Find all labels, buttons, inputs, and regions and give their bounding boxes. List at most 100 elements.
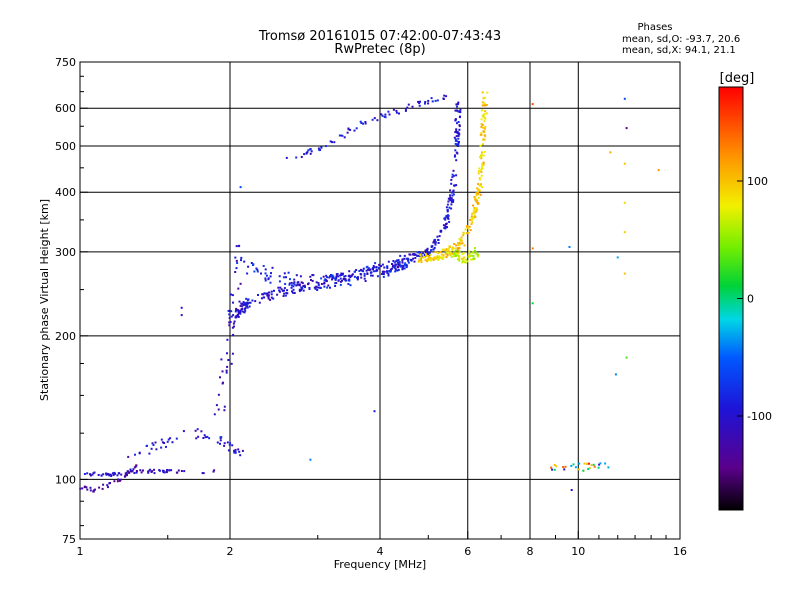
echo-point (479, 144, 482, 147)
echo-point (451, 191, 454, 194)
echo-point (293, 283, 296, 286)
echo-point (406, 264, 409, 267)
echo-point (434, 256, 437, 259)
echo-point (291, 284, 293, 287)
colorbar-ticks: 100 0 -100 (737, 175, 772, 423)
echo-point (483, 127, 486, 130)
echo-point (484, 117, 487, 120)
x-tick-label: 4 (377, 545, 384, 558)
echo-point (177, 469, 180, 472)
echo-point (276, 293, 279, 296)
echo-point (482, 126, 485, 129)
echo-point (484, 110, 487, 113)
echo-point (458, 257, 461, 260)
echo-point (298, 283, 301, 286)
echo-point (453, 136, 456, 139)
echo-point (253, 270, 256, 273)
echo-point (481, 101, 484, 104)
echo-point (347, 127, 350, 130)
echo-point (625, 127, 628, 130)
echo-point (246, 272, 249, 275)
echo-point (124, 475, 127, 478)
echo-point (329, 140, 332, 143)
echo-point (457, 242, 459, 245)
echo-point (320, 277, 323, 280)
echo-point (444, 216, 447, 219)
echo-point (292, 291, 294, 294)
echo-point (348, 270, 351, 273)
echo-point (240, 259, 242, 262)
echo-point (127, 455, 130, 458)
echo-point (360, 276, 363, 279)
echo-point (453, 184, 456, 187)
echo-point (609, 151, 612, 154)
echo-point (320, 283, 323, 285)
echo-point (472, 209, 475, 212)
echo-point (331, 141, 333, 144)
echo-point (338, 134, 341, 137)
echo-point (83, 473, 86, 475)
echo-point (337, 275, 340, 278)
echo-point (367, 268, 369, 271)
echo-point (587, 462, 590, 465)
echo-point (426, 260, 429, 263)
echo-point (455, 109, 458, 112)
echo-point (204, 436, 207, 439)
echo-point (428, 251, 431, 254)
echo-point (242, 304, 245, 306)
echo-point (482, 143, 484, 146)
echo-point (623, 162, 626, 165)
echo-point (234, 256, 237, 259)
echo-point (471, 212, 474, 215)
echo-point (235, 267, 238, 270)
echo-point (470, 222, 473, 225)
echo-point (231, 294, 234, 297)
echo-point (388, 270, 391, 272)
echo-point (241, 310, 244, 313)
echo-point (135, 471, 138, 474)
echo-point (411, 105, 414, 108)
echo-point (361, 269, 364, 272)
echo-point (221, 370, 224, 373)
echo-point (404, 108, 407, 111)
echo-point (405, 266, 408, 269)
echo-point (424, 102, 426, 105)
echo-point (138, 451, 141, 454)
x-axis-label: Frequency [MHz] (334, 558, 426, 571)
echo-point (200, 430, 203, 433)
echo-point (455, 159, 458, 162)
echo-point (383, 266, 386, 269)
echo-point (223, 405, 226, 408)
echo-point (457, 134, 460, 137)
echo-point (142, 469, 144, 472)
echo-point (434, 242, 437, 245)
echo-point (230, 315, 233, 318)
echo-point (381, 114, 384, 117)
echo-point (283, 292, 286, 295)
echo-point (466, 260, 469, 263)
echo-point (89, 489, 92, 492)
echo-point (623, 231, 626, 234)
echo-point (396, 269, 399, 272)
echo-point (267, 297, 270, 300)
echo-point (396, 265, 399, 268)
plot-area: 1 2 4 6 8 10 16 75 100 200 300 400 500 600 750 (55, 56, 687, 558)
echo-point (472, 257, 475, 260)
echo-point (398, 261, 401, 264)
echo-point (456, 258, 459, 261)
echo-point (447, 251, 450, 254)
echo-point (264, 279, 267, 282)
echo-point (625, 356, 628, 359)
echo-point (357, 277, 359, 280)
echo-point (476, 253, 479, 256)
echo-point (334, 285, 337, 287)
echo-point (170, 469, 173, 472)
echo-point (278, 280, 281, 283)
echo-point (586, 462, 589, 465)
echo-point (397, 261, 400, 264)
echo-point (166, 469, 168, 471)
echo-point (481, 165, 484, 168)
echo-point (616, 256, 619, 259)
echo-point (383, 270, 386, 273)
echo-point (165, 445, 167, 448)
